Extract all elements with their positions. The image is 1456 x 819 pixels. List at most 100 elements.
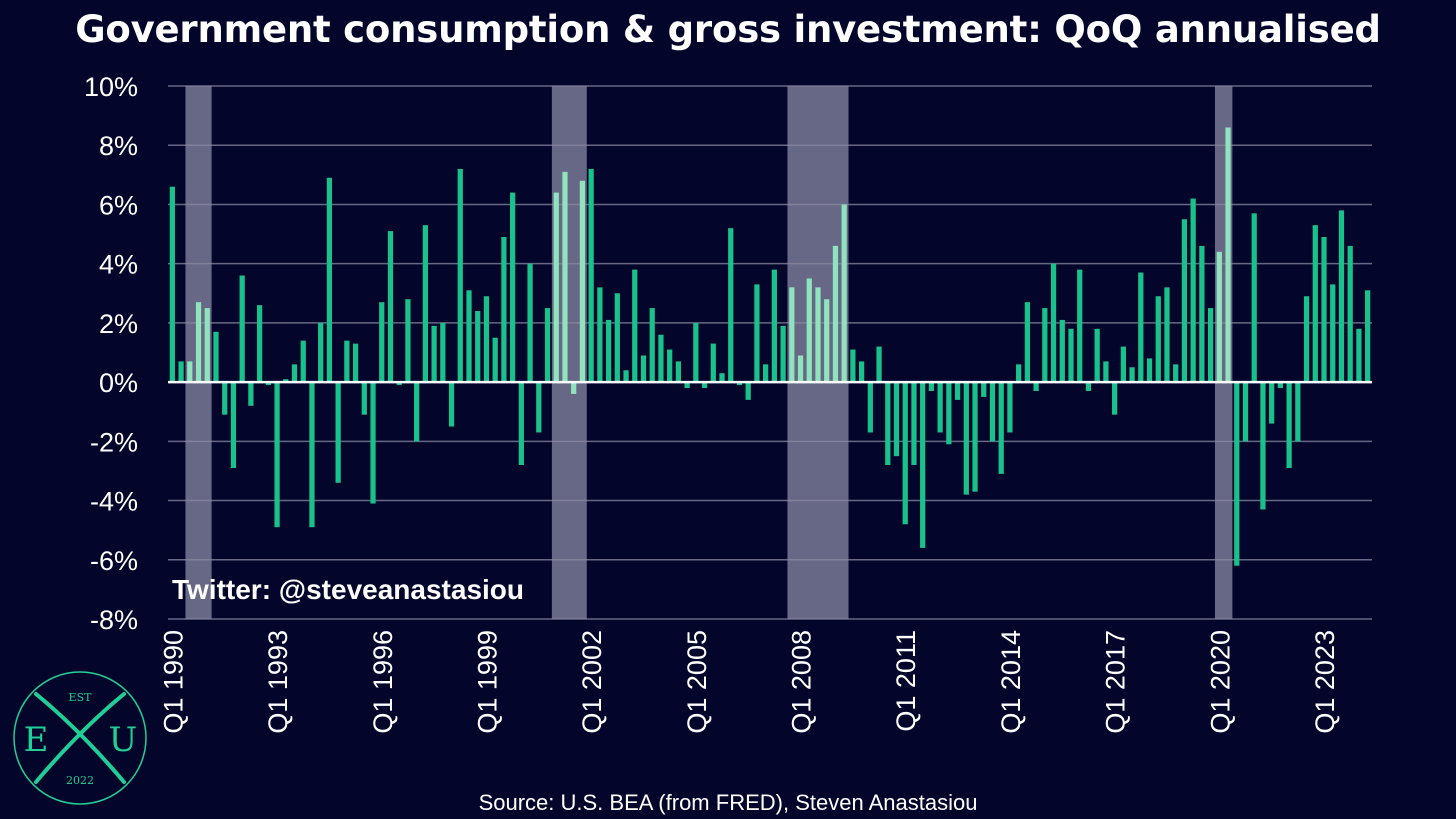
bar <box>1173 364 1179 383</box>
bar <box>832 245 839 383</box>
bar <box>736 382 743 386</box>
bar <box>797 355 804 383</box>
bar <box>1216 251 1222 383</box>
bar <box>858 361 865 383</box>
bar <box>457 168 463 383</box>
bar <box>1181 219 1188 383</box>
bar <box>1242 382 1249 442</box>
bar <box>518 382 524 466</box>
bar <box>510 192 516 383</box>
bar <box>937 382 943 433</box>
bar <box>675 361 682 383</box>
x-tick-label: Q1 2020 <box>1205 630 1235 734</box>
bar <box>1234 382 1240 566</box>
bar <box>701 382 708 389</box>
y-tick-label: -2% <box>90 427 138 457</box>
bar <box>1164 287 1170 383</box>
bar <box>1059 319 1065 383</box>
bar <box>885 382 891 466</box>
bar <box>544 308 551 383</box>
bar <box>283 379 289 383</box>
bar <box>605 319 612 383</box>
bar <box>1356 328 1362 383</box>
x-tick-label: Q1 2017 <box>1101 630 1131 734</box>
bar <box>658 334 664 383</box>
logo-est-text: EST <box>69 691 93 704</box>
bar <box>789 287 795 383</box>
bar <box>1312 225 1318 383</box>
y-tick-label: 2% <box>99 309 138 339</box>
bar <box>204 308 210 383</box>
bar <box>763 364 769 383</box>
bar <box>213 331 219 383</box>
y-tick-label: -8% <box>90 605 138 635</box>
bar <box>265 382 271 386</box>
bar <box>501 237 507 383</box>
bar <box>466 290 472 383</box>
chart-title: Government consumption & gross investmen… <box>75 8 1381 51</box>
bar <box>588 168 594 383</box>
bar <box>911 382 917 466</box>
bar <box>475 311 481 383</box>
bar <box>1303 296 1310 383</box>
bar <box>640 355 647 383</box>
x-tick-label: Q1 2005 <box>682 630 712 734</box>
bar <box>981 382 987 397</box>
bar <box>867 382 873 433</box>
bar <box>1260 382 1266 510</box>
bar <box>256 305 263 383</box>
bar <box>614 293 620 383</box>
bar <box>571 382 577 394</box>
bar <box>693 322 699 383</box>
bar <box>667 349 673 383</box>
twitter-watermark: Twitter: @steveanastasiou <box>172 574 524 605</box>
x-tick-label: Q1 1990 <box>158 630 188 734</box>
bar <box>928 382 935 391</box>
x-tick-label: Q1 1999 <box>472 630 502 734</box>
y-tick-label: -4% <box>90 487 138 517</box>
bar <box>492 337 498 383</box>
bar <box>649 308 655 383</box>
bar <box>780 325 786 383</box>
bar <box>1085 382 1092 391</box>
bar <box>178 361 184 383</box>
bar <box>387 231 394 383</box>
bar <box>728 228 734 383</box>
bar <box>326 177 333 383</box>
source-caption: Source: U.S. BEA (from FRED), Steven Ana… <box>478 790 978 815</box>
bar <box>352 343 359 383</box>
bar <box>745 382 751 400</box>
bar <box>379 302 385 383</box>
x-tick-label: Q1 1996 <box>368 630 398 734</box>
bar <box>1225 127 1231 383</box>
y-tick-label: 4% <box>99 250 138 280</box>
bar <box>771 269 777 383</box>
bar <box>344 340 350 383</box>
bar <box>370 382 376 504</box>
bar <box>815 287 821 383</box>
logo-ring <box>13 671 147 805</box>
bar <box>414 382 420 442</box>
x-tick-label: Q1 2008 <box>787 630 817 734</box>
bar <box>1077 269 1083 383</box>
bar <box>1295 382 1301 442</box>
y-tick-label: 0% <box>99 368 138 398</box>
bar <box>1024 302 1030 383</box>
bar <box>579 180 586 383</box>
bar <box>274 382 280 528</box>
bar <box>902 382 908 525</box>
bar <box>1286 382 1292 468</box>
bar <box>195 302 202 383</box>
bar <box>448 382 455 427</box>
bar <box>1269 382 1275 424</box>
logo-letter-u: U <box>109 720 138 760</box>
exu-logo: EST E U 2022 <box>13 671 147 805</box>
bar <box>1347 245 1353 383</box>
bar <box>1103 361 1109 383</box>
bar <box>1007 382 1013 433</box>
bar <box>989 382 996 442</box>
bar <box>1338 210 1345 383</box>
bar <box>239 275 245 383</box>
bar-chart: 10% 8% 6% 4% 2% 0% -2% -4% -6% -8% Q1 1990 Q1 1993 Q… <box>84 72 1372 734</box>
y-tick-label: 10% <box>84 72 138 102</box>
